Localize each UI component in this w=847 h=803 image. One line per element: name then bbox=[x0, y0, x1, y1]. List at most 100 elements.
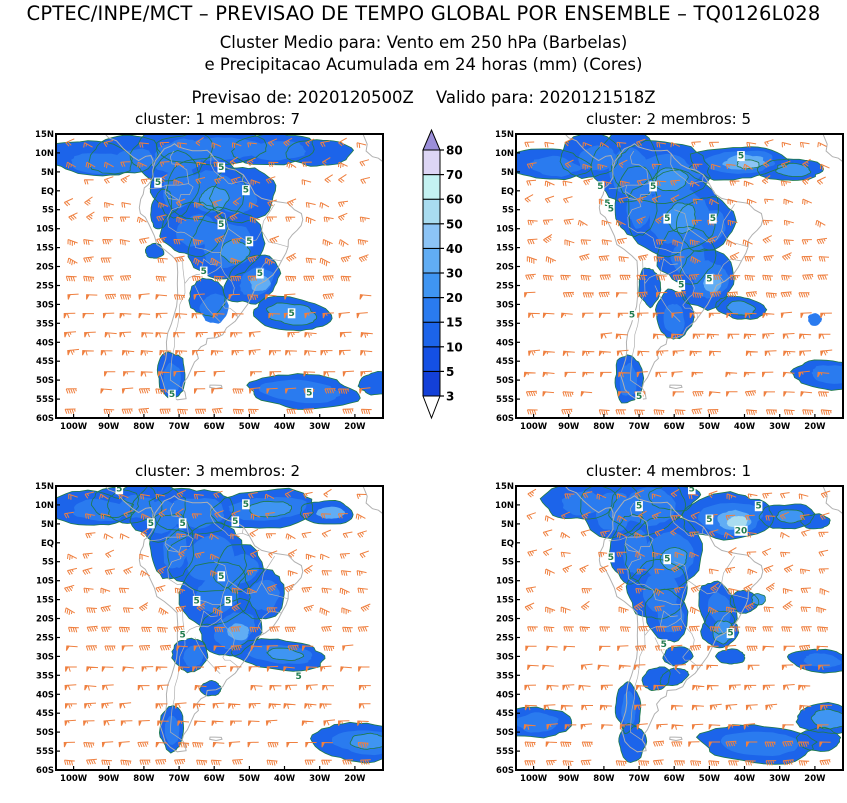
country-borders bbox=[148, 502, 289, 741]
svg-text:15S: 15S bbox=[496, 244, 514, 254]
svg-text:15S: 15S bbox=[36, 244, 54, 254]
x-axis: 100W 90W 80W 70W 60W 50W 40W 30W 20W bbox=[520, 414, 826, 432]
svg-text:5: 5 bbox=[232, 517, 238, 527]
svg-text:5: 5 bbox=[218, 163, 224, 173]
svg-text:15N: 15N bbox=[495, 130, 514, 140]
svg-text:60W: 60W bbox=[664, 774, 686, 784]
svg-text:5S: 5S bbox=[502, 558, 514, 568]
svg-text:15: 15 bbox=[446, 316, 463, 330]
map-svg-cluster-3: 555 5 555 55515N10N5NEQ5S10S15S20S25S30S35S… bbox=[35, 482, 384, 784]
svg-text:60W: 60W bbox=[664, 422, 686, 432]
map-panel-cluster-1[interactable]: 5 5 5 5 5 5 5 5 5 5 15N 10N 5N EQ 5S 10S 15S 20S 25S 30S 35S… bbox=[30, 128, 387, 440]
svg-text:70W: 70W bbox=[628, 422, 650, 432]
svg-text:50W: 50W bbox=[699, 422, 721, 432]
svg-text:5: 5 bbox=[288, 309, 294, 319]
svg-text:40S: 40S bbox=[36, 690, 54, 700]
svg-text:60S: 60S bbox=[36, 414, 54, 424]
svg-text:5: 5 bbox=[193, 596, 199, 606]
svg-text:45S: 45S bbox=[496, 709, 514, 719]
svg-text:10N: 10N bbox=[35, 501, 54, 511]
svg-text:80W: 80W bbox=[133, 774, 155, 784]
svg-text:60S: 60S bbox=[36, 766, 54, 776]
svg-text:5: 5 bbox=[689, 485, 695, 495]
svg-text:100W: 100W bbox=[520, 774, 548, 784]
svg-text:20: 20 bbox=[446, 291, 463, 305]
svg-text:60: 60 bbox=[446, 193, 463, 207]
svg-text:45S: 45S bbox=[496, 357, 514, 367]
svg-text:5S: 5S bbox=[42, 206, 54, 216]
svg-text:40W: 40W bbox=[734, 422, 756, 432]
svg-text:5: 5 bbox=[179, 519, 185, 529]
subtitle-line-2: e Precipitacao Acumulada em 24 horas (mm… bbox=[204, 55, 643, 74]
svg-text:5: 5 bbox=[664, 555, 670, 565]
svg-text:EQ: EQ bbox=[501, 539, 514, 549]
svg-text:5N: 5N bbox=[41, 168, 54, 178]
svg-text:3: 3 bbox=[446, 390, 454, 404]
svg-text:30W: 30W bbox=[309, 774, 331, 784]
svg-text:40: 40 bbox=[446, 242, 463, 256]
svg-text:5: 5 bbox=[706, 275, 712, 285]
forecast-from: Previsao de: 2020120500Z bbox=[191, 88, 414, 107]
precipitation-contours bbox=[56, 486, 383, 764]
svg-text:10S: 10S bbox=[496, 225, 514, 235]
svg-text:5: 5 bbox=[706, 515, 712, 525]
svg-text:10: 10 bbox=[446, 340, 463, 354]
svg-text:5: 5 bbox=[446, 365, 454, 379]
svg-text:5: 5 bbox=[629, 311, 635, 321]
svg-text:30S: 30S bbox=[496, 652, 514, 662]
svg-text:5: 5 bbox=[727, 629, 733, 639]
svg-text:35S: 35S bbox=[496, 319, 514, 329]
svg-text:15N: 15N bbox=[495, 482, 514, 492]
svg-text:80W: 80W bbox=[593, 774, 615, 784]
svg-text:30W: 30W bbox=[769, 774, 791, 784]
svg-text:5: 5 bbox=[201, 267, 207, 277]
svg-text:20S: 20S bbox=[36, 263, 54, 273]
svg-text:60W: 60W bbox=[204, 774, 226, 784]
y-axis: 15N 10N 5N EQ 5S 10S 15S 20S 25S 30S 35S 40S 45S 50S 5… bbox=[35, 130, 60, 424]
svg-text:5: 5 bbox=[710, 214, 716, 224]
svg-text:100W: 100W bbox=[60, 774, 88, 784]
precipitation-colorbar: 3 5 10 15 20 30 40 50 60 70 80 bbox=[415, 128, 495, 443]
svg-text:10S: 10S bbox=[36, 577, 54, 587]
svg-text:5: 5 bbox=[116, 485, 122, 495]
svg-text:5: 5 bbox=[295, 672, 301, 682]
svg-text:20S: 20S bbox=[496, 615, 514, 625]
svg-text:40W: 40W bbox=[734, 774, 756, 784]
svg-text:15N: 15N bbox=[35, 482, 54, 492]
colorbar-max-arrow bbox=[422, 128, 441, 151]
svg-text:40W: 40W bbox=[274, 422, 296, 432]
contour-labels: 5 5 5 5 20 5 5 5 5 bbox=[607, 485, 763, 650]
x-axis: 100W 90W 80W 70W 60W 50W 40W 30W 20W bbox=[60, 414, 366, 432]
svg-text:10N: 10N bbox=[495, 149, 514, 159]
map-panel-cluster-2[interactable]: 5 5 5 5 5 5 5 5 5 5 5 15N 10N 5N EQ 5S 10S 15S 20S 25S 30S 35… bbox=[490, 128, 847, 440]
svg-text:55S: 55S bbox=[36, 395, 54, 405]
map-svg-cluster-4: 5 5 5 5 20 5 5 5 5 15N 10N 5N EQ 5S 10S 15S 20S 25S 30S 35S… bbox=[495, 482, 844, 784]
svg-text:70: 70 bbox=[446, 168, 463, 182]
svg-text:15N: 15N bbox=[35, 130, 54, 140]
map-panel-cluster-4[interactable]: 5 5 5 5 20 5 5 5 5 15N 10N 5N EQ 5S 10S 15S 20S 25S 30S 35S… bbox=[490, 480, 847, 792]
colorbar-svg: 3 5 10 15 20 30 40 50 60 70 80 bbox=[422, 128, 463, 420]
svg-text:100W: 100W bbox=[520, 422, 548, 432]
colorbar-min-arrow bbox=[422, 395, 441, 420]
wind-barbs bbox=[523, 138, 833, 416]
svg-text:20W: 20W bbox=[344, 422, 366, 432]
svg-text:50S: 50S bbox=[496, 376, 514, 386]
panel-title-cluster-3: cluster: 3 membros: 2 bbox=[134, 462, 301, 480]
svg-text:90W: 90W bbox=[98, 774, 120, 784]
svg-text:30W: 30W bbox=[769, 422, 791, 432]
svg-text:35S: 35S bbox=[496, 671, 514, 681]
svg-text:50W: 50W bbox=[239, 774, 261, 784]
svg-text:60S: 60S bbox=[496, 414, 514, 424]
svg-text:20S: 20S bbox=[496, 263, 514, 273]
svg-text:5: 5 bbox=[661, 640, 667, 650]
subtitle-line-1: Cluster Medio para: Vento em 250 hPa (Ba… bbox=[219, 33, 628, 52]
svg-text:20W: 20W bbox=[804, 774, 826, 784]
svg-text:25S: 25S bbox=[496, 634, 514, 644]
svg-text:50S: 50S bbox=[36, 728, 54, 738]
svg-text:5: 5 bbox=[155, 178, 161, 188]
svg-text:5: 5 bbox=[636, 502, 642, 512]
map-panel-cluster-3[interactable]: 5 5 5 5 5 5 5 5 5 5 15N 10N 5N EQ 5S 10S 15S 20S 25S 30S 35S… bbox=[30, 480, 387, 792]
